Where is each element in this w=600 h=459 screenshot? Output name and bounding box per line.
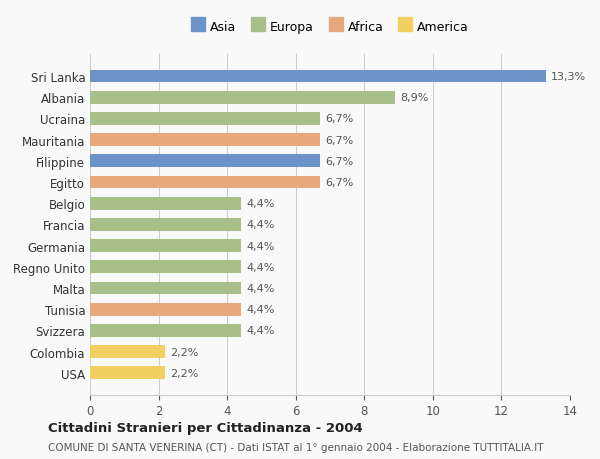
Bar <box>90 155 320 168</box>
Bar <box>90 71 546 83</box>
Text: 6,7%: 6,7% <box>325 135 353 146</box>
Bar <box>90 134 320 147</box>
Text: 2,2%: 2,2% <box>170 368 199 378</box>
Bar <box>90 197 241 210</box>
Legend: Asia, Europa, Africa, America: Asia, Europa, Africa, America <box>187 17 473 38</box>
Bar <box>90 218 241 231</box>
Text: 4,4%: 4,4% <box>246 304 274 314</box>
Bar <box>90 303 241 316</box>
Text: 4,4%: 4,4% <box>246 326 274 336</box>
Bar <box>90 176 320 189</box>
Bar <box>90 92 395 104</box>
Text: 8,9%: 8,9% <box>400 93 428 103</box>
Text: COMUNE DI SANTA VENERINA (CT) - Dati ISTAT al 1° gennaio 2004 - Elaborazione TUT: COMUNE DI SANTA VENERINA (CT) - Dati IST… <box>48 442 544 452</box>
Text: 4,4%: 4,4% <box>246 283 274 293</box>
Text: 6,7%: 6,7% <box>325 114 353 124</box>
Text: 6,7%: 6,7% <box>325 157 353 167</box>
Text: 4,4%: 4,4% <box>246 220 274 230</box>
Bar <box>90 346 166 358</box>
Text: 4,4%: 4,4% <box>246 241 274 251</box>
Bar <box>90 261 241 274</box>
Text: 6,7%: 6,7% <box>325 178 353 188</box>
Bar <box>90 113 320 125</box>
Bar <box>90 325 241 337</box>
Text: Cittadini Stranieri per Cittadinanza - 2004: Cittadini Stranieri per Cittadinanza - 2… <box>48 421 363 435</box>
Bar <box>90 240 241 252</box>
Text: 13,3%: 13,3% <box>551 72 586 82</box>
Bar <box>90 367 166 379</box>
Text: 4,4%: 4,4% <box>246 199 274 209</box>
Bar <box>90 282 241 295</box>
Text: 4,4%: 4,4% <box>246 262 274 272</box>
Text: 2,2%: 2,2% <box>170 347 199 357</box>
